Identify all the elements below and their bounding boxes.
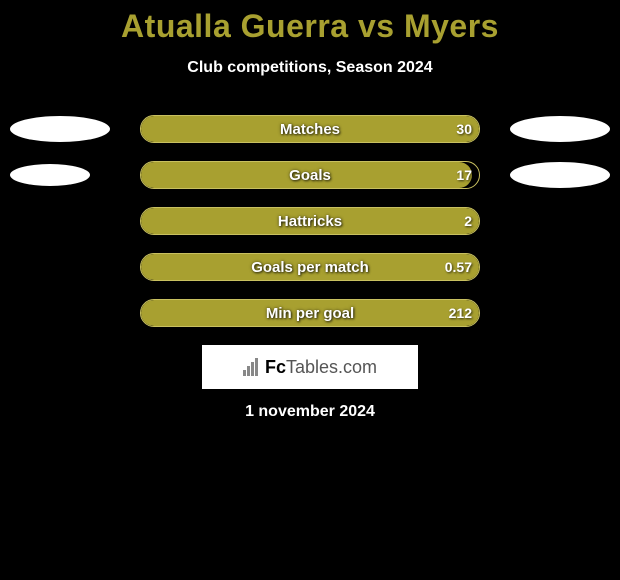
bar-track — [140, 115, 480, 143]
bar-track — [140, 299, 480, 327]
bar-track — [140, 253, 480, 281]
stat-row: Hattricks2 — [0, 207, 620, 235]
logo-bars-icon — [243, 358, 259, 376]
left-ellipse — [10, 116, 110, 142]
bar-fill — [141, 116, 479, 142]
bar-fill — [141, 162, 472, 188]
subtitle: Club competitions, Season 2024 — [0, 59, 620, 77]
bar-track — [140, 207, 480, 235]
bar-track — [140, 161, 480, 189]
bar-fill — [141, 208, 479, 234]
bar-fill — [141, 254, 479, 280]
logo-rest: Tables.com — [286, 357, 377, 377]
date-label: 1 november 2024 — [0, 403, 620, 421]
comparison-chart: Matches30 Goals17 Hattricks2 Goals per matc… — [0, 115, 620, 327]
stat-row: Matches30 — [0, 115, 620, 143]
logo-box: FcTables.com — [202, 345, 418, 389]
page-title: Atualla Guerra vs Myers — [0, 0, 620, 45]
left-ellipse — [10, 164, 90, 186]
logo-text: FcTables.com — [265, 357, 377, 378]
right-ellipse — [510, 162, 610, 188]
logo-c: c — [276, 357, 286, 377]
logo-f: F — [265, 357, 276, 377]
stat-row: Min per goal212 — [0, 299, 620, 327]
bar-fill — [141, 300, 479, 326]
stat-row: Goals17 — [0, 161, 620, 189]
right-ellipse — [510, 116, 610, 142]
stat-row: Goals per match0.57 — [0, 253, 620, 281]
